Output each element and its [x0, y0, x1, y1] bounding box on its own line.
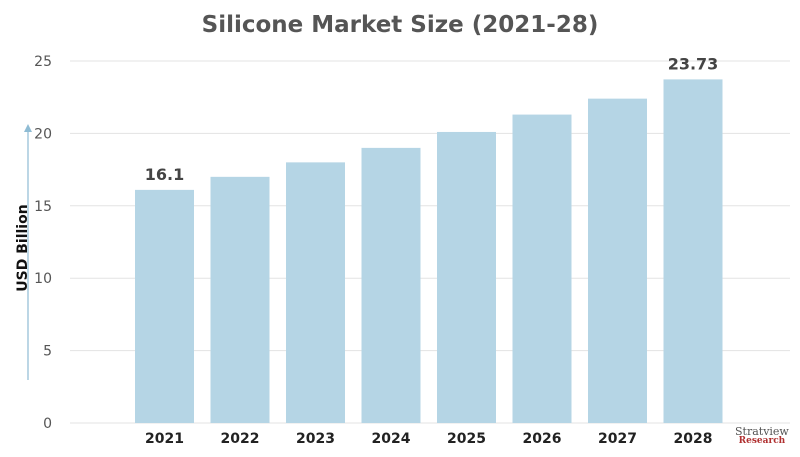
x-tick-label: 2024	[372, 431, 411, 447]
y-axis-arrow-icon	[24, 124, 32, 132]
x-tick-label: 2026	[523, 431, 562, 447]
logo-line1: Stratview	[735, 425, 789, 438]
x-tick-label: 2021	[145, 431, 184, 447]
y-tick-label: 5	[43, 344, 52, 360]
bar-2022	[210, 176, 270, 423]
bar-2021	[135, 189, 194, 423]
y-tick-label: 15	[34, 199, 52, 215]
x-tick-label: 2023	[296, 431, 335, 447]
chart-title: Silicone Market Size (2021-28)	[201, 12, 599, 38]
bar-2028	[663, 79, 723, 424]
data-label: 23.73	[668, 54, 719, 73]
x-tick-label: 2025	[447, 431, 486, 447]
bar-2025	[437, 131, 496, 423]
data-label: 16.1	[145, 165, 184, 184]
x-tick-label: 2028	[674, 431, 713, 447]
bar-2023	[286, 162, 345, 424]
y-tick-label: 0	[43, 416, 52, 432]
y-tick-label: 25	[34, 54, 52, 70]
bar-2024	[361, 147, 421, 423]
y-tick-label: 20	[34, 126, 52, 142]
logo-line2: Research	[738, 436, 786, 446]
x-tick-label: 2027	[598, 431, 637, 447]
x-tick-label: 2022	[221, 431, 260, 447]
bar-2026	[512, 114, 572, 424]
bar-2027	[588, 98, 647, 423]
y-tick-label: 10	[34, 271, 52, 287]
stratview-logo: Stratview Research	[735, 425, 789, 446]
